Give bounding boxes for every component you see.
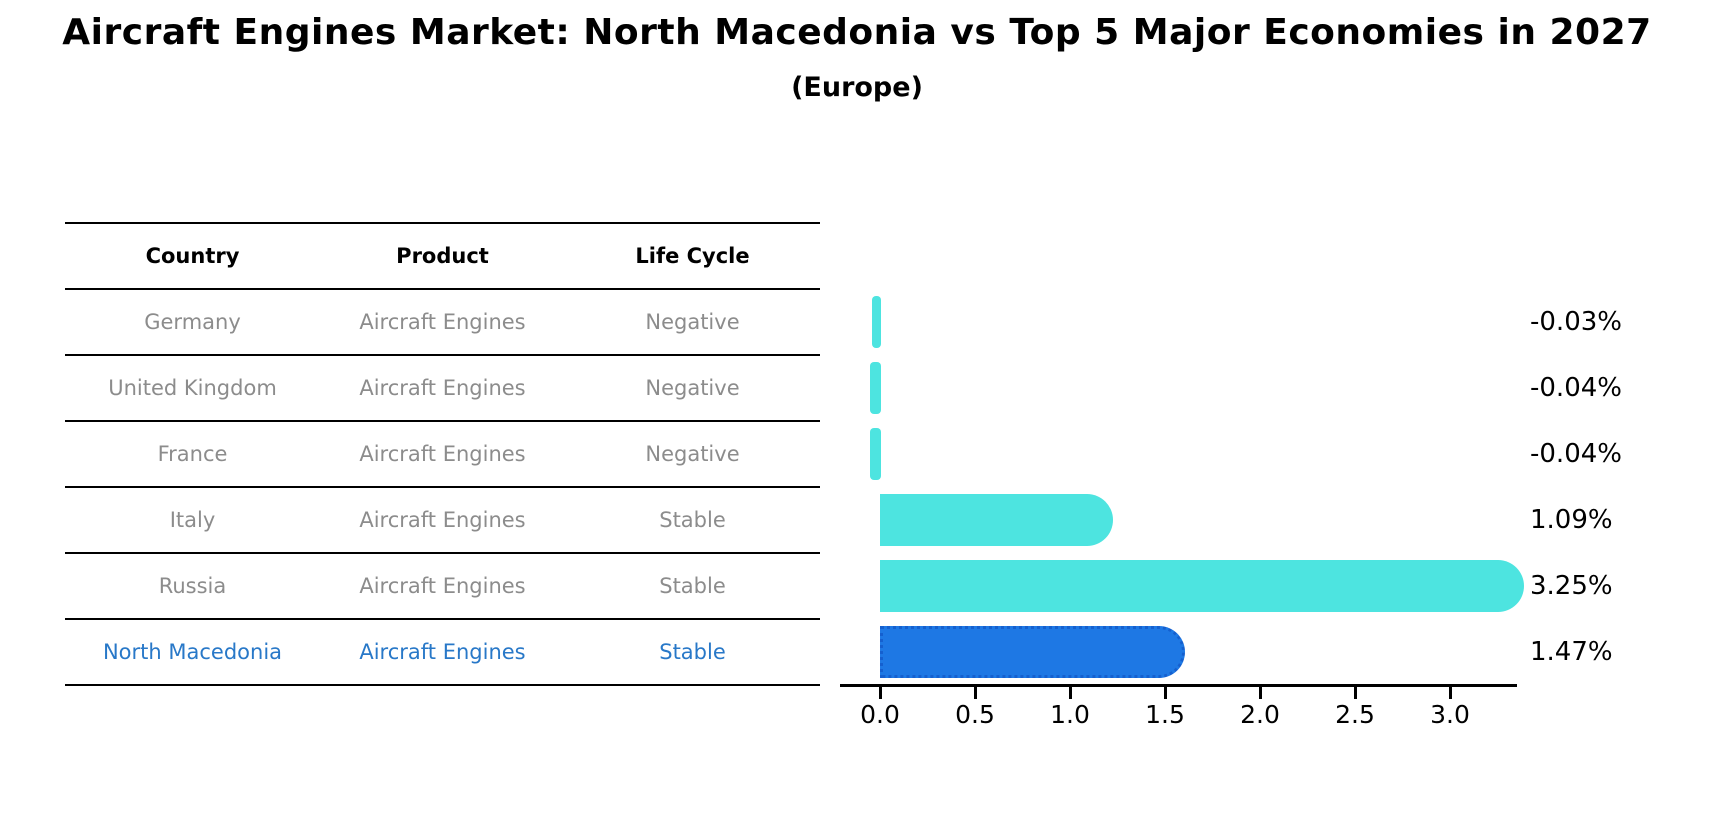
column-header: Life Cycle [635, 244, 750, 268]
bar [880, 494, 1114, 546]
axis-tick [1353, 687, 1357, 699]
country-table: Country Product Life Cycle Germany Aircraf… [65, 222, 820, 686]
cell-country: France [157, 442, 228, 466]
table-header-row: Country Product Life Cycle [65, 224, 820, 290]
page-subtitle: (Europe) [791, 72, 923, 103]
cell-life-cycle: Negative [645, 442, 740, 466]
axis-tick-label: 3.0 [1430, 700, 1470, 729]
cell-life-cycle: Negative [645, 310, 740, 334]
bar-chart: -0.03% -0.04% -0.04% 1.09% 3.25% 1.47% 0.0 0.5 1… [840, 270, 1714, 740]
cell-product: Aircraft Engines [359, 376, 526, 400]
bar-value-label: -0.04% [1530, 373, 1622, 403]
cell-country: Italy [169, 508, 216, 532]
cell-life-cycle: Stable [659, 574, 726, 598]
table-row: Germany Aircraft Engines Negative [65, 290, 820, 356]
axis-tick [1068, 687, 1072, 699]
bar-value-label: -0.03% [1530, 307, 1622, 337]
cell-product: Aircraft Engines [359, 508, 526, 532]
axis-tick-label: 0.0 [860, 700, 900, 729]
cell-product: Aircraft Engines [359, 310, 526, 334]
x-axis-line [840, 684, 1517, 687]
axis-tick [1448, 687, 1452, 699]
bar [870, 428, 881, 480]
axis-tick-label: 0.5 [955, 700, 995, 729]
cell-country: United Kingdom [108, 376, 277, 400]
bar [872, 296, 881, 348]
page-title: Aircraft Engines Market: North Macedonia… [62, 12, 1652, 53]
bar [880, 626, 1186, 678]
cell-product: Aircraft Engines [359, 574, 526, 598]
bar [880, 560, 1524, 612]
axis-tick-label: 1.5 [1145, 700, 1185, 729]
cell-product: Aircraft Engines [359, 640, 526, 664]
bar-value-label: 1.09% [1530, 505, 1613, 535]
table-row: Russia Aircraft Engines Stable [65, 554, 820, 620]
cell-country: North Macedonia [102, 640, 283, 664]
bar-value-label: -0.04% [1530, 439, 1622, 469]
cell-life-cycle: Negative [645, 376, 740, 400]
table-row: France Aircraft Engines Negative [65, 422, 820, 488]
bar [870, 362, 881, 414]
axis-tick [878, 687, 882, 699]
table-row: North Macedonia Aircraft Engines Stable [65, 620, 820, 686]
axis-tick-label: 2.5 [1335, 700, 1375, 729]
cell-life-cycle: Stable [659, 640, 726, 664]
axis-tick-label: 2.0 [1240, 700, 1280, 729]
cell-country: Germany [144, 310, 241, 334]
axis-tick [973, 687, 977, 699]
axis-tick-label: 1.0 [1050, 700, 1090, 729]
table-row: United Kingdom Aircraft Engines Negative [65, 356, 820, 422]
cell-country: Russia [158, 574, 227, 598]
axis-tick [1258, 687, 1262, 699]
column-header: Country [145, 244, 240, 268]
bar-value-label: 1.47% [1530, 637, 1613, 667]
bar-value-label: 3.25% [1530, 571, 1613, 601]
table-row: Italy Aircraft Engines Stable [65, 488, 820, 554]
cell-product: Aircraft Engines [359, 442, 526, 466]
cell-life-cycle: Stable [659, 508, 726, 532]
table-body: Germany Aircraft Engines Negative United… [65, 290, 820, 686]
column-header: Product [396, 244, 489, 268]
axis-tick [1163, 687, 1167, 699]
